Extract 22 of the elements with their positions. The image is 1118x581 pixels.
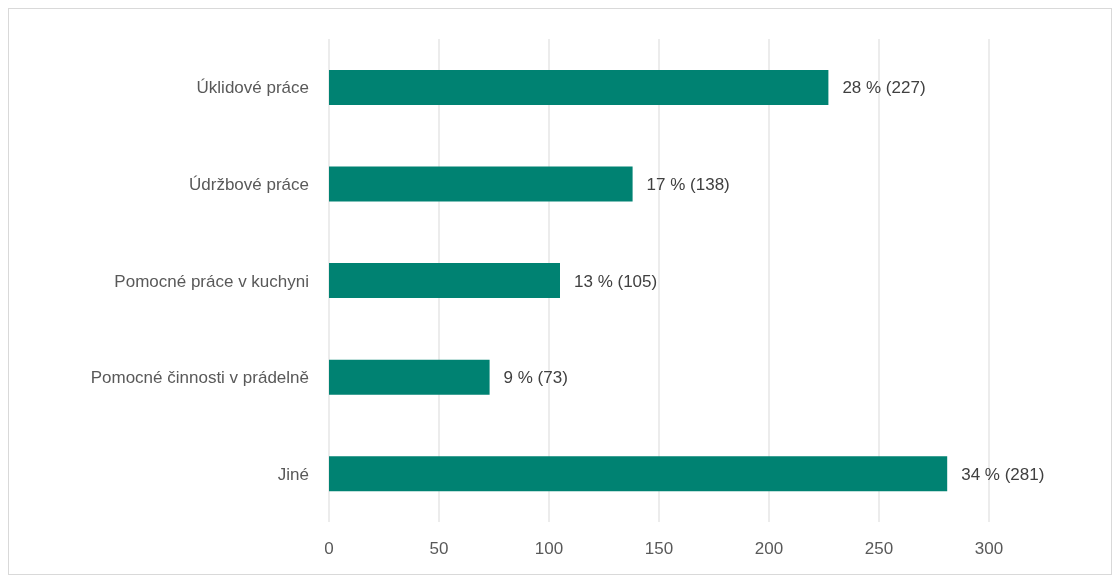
x-tick-label: 300 <box>974 539 1004 559</box>
bar <box>329 69 829 105</box>
y-tick-label: Pomocné činnosti v prádelně <box>90 368 309 388</box>
x-tick-label: 100 <box>534 539 564 559</box>
bar <box>329 359 490 395</box>
x-tick-label: 250 <box>864 539 894 559</box>
data-label: 34 % (281) <box>961 464 1045 484</box>
y-tick-label: Údržbové práce <box>188 174 309 194</box>
data-label: 9 % (73) <box>503 368 568 388</box>
y-tick-label: Pomocné práce v kuchyni <box>114 271 309 291</box>
x-tick-label: 0 <box>324 539 334 559</box>
y-tick-label: Jiné <box>277 464 309 484</box>
y-tick-label: Úklidové práce <box>196 78 309 98</box>
x-tick-label: 50 <box>429 539 449 559</box>
data-label: 17 % (138) <box>646 175 730 195</box>
x-tick-label: 200 <box>754 539 784 559</box>
x-tick-label: 150 <box>644 539 674 559</box>
data-label: 13 % (105) <box>574 271 658 291</box>
data-label: 28 % (227) <box>842 78 926 98</box>
bar <box>329 166 633 202</box>
bar <box>329 263 560 299</box>
bar <box>329 456 948 492</box>
